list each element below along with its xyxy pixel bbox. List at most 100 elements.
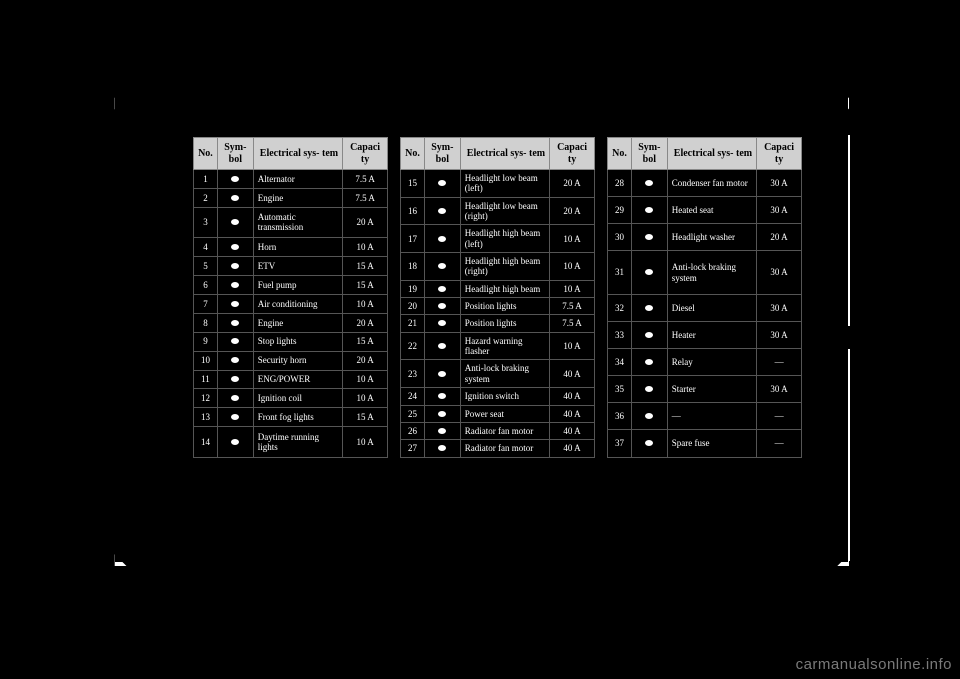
symbol-icon	[231, 357, 239, 363]
cell-capacity: 10 A	[343, 389, 388, 408]
cell-system: Headlight low beam (left)	[460, 170, 549, 198]
cell-no: 18	[401, 253, 425, 281]
cell-capacity: 10 A	[550, 253, 595, 281]
cell-no: 3	[194, 207, 218, 237]
cell-system: Condenser fan motor	[667, 170, 756, 197]
cell-capacity: 40 A	[550, 360, 595, 388]
cell-capacity: —	[757, 348, 802, 375]
cell-capacity: 30 A	[757, 321, 802, 348]
table-row: 33Heater30 A	[608, 321, 802, 348]
symbol-icon	[438, 428, 446, 434]
table-row: 32Diesel30 A	[608, 294, 802, 321]
cell-capacity: 40 A	[550, 405, 595, 422]
cell-capacity: 10 A	[343, 238, 388, 257]
symbol-icon	[438, 371, 446, 377]
th-cap: Capaci ty	[757, 138, 802, 170]
symbol-icon	[438, 263, 446, 269]
table-row: 27Radiator fan motor40 A	[401, 440, 595, 457]
cell-symbol	[217, 188, 253, 207]
symbol-icon	[645, 413, 653, 419]
symbol-icon	[438, 320, 446, 326]
cell-no: 33	[608, 321, 632, 348]
cell-capacity: 30 A	[757, 251, 802, 294]
cell-no: 5	[194, 256, 218, 275]
cell-capacity: 20 A	[550, 197, 595, 225]
symbol-icon	[645, 234, 653, 240]
cell-symbol	[424, 225, 460, 253]
cell-capacity: 15 A	[343, 408, 388, 427]
cell-no: 16	[401, 197, 425, 225]
cell-system: Headlight washer	[667, 224, 756, 251]
cell-no: 13	[194, 408, 218, 427]
symbol-icon	[645, 207, 653, 213]
table-row: 5ETV15 A	[194, 256, 388, 275]
table-row: 2Engine7.5 A	[194, 188, 388, 207]
cell-system: Radiator fan motor	[460, 422, 549, 439]
cell-symbol	[424, 170, 460, 198]
symbol-icon	[231, 301, 239, 307]
cell-no: 31	[608, 251, 632, 294]
cell-system: Ignition coil	[253, 389, 342, 408]
table-row: 28Condenser fan motor30 A	[608, 170, 802, 197]
cell-capacity: —	[757, 430, 802, 457]
cell-symbol	[217, 170, 253, 189]
fuse-table-1: No. Sym- bol Electrical sys- tem Capaci …	[193, 137, 388, 458]
symbol-icon	[231, 282, 239, 288]
cell-symbol	[631, 403, 667, 430]
fuse-table-2: No. Sym- bol Electrical sys- tem Capaci …	[400, 137, 595, 458]
cell-no: 15	[401, 170, 425, 198]
cell-system: —	[667, 403, 756, 430]
symbol-icon	[645, 386, 653, 392]
cell-symbol	[424, 197, 460, 225]
cell-no: 4	[194, 238, 218, 257]
cell-capacity: 10 A	[343, 370, 388, 389]
table-row: 36——	[608, 403, 802, 430]
symbol-icon	[438, 343, 446, 349]
cell-system: Engine	[253, 188, 342, 207]
cell-no: 29	[608, 197, 632, 224]
cell-no: 20	[401, 298, 425, 315]
cell-system: Diesel	[667, 294, 756, 321]
cell-system: Engine	[253, 313, 342, 332]
table-row: 8Engine20 A	[194, 313, 388, 332]
cell-system: Horn	[253, 238, 342, 257]
cell-system: Radiator fan motor	[460, 440, 549, 457]
cell-system: ETV	[253, 256, 342, 275]
cell-system: Hazard warning flasher	[460, 332, 549, 360]
cell-system: Front fog lights	[253, 408, 342, 427]
th-no: No.	[401, 138, 425, 170]
table-row: 37Spare fuse—	[608, 430, 802, 457]
cell-no: 25	[401, 405, 425, 422]
symbol-icon	[231, 195, 239, 201]
cell-symbol	[424, 422, 460, 439]
table-row: 23Anti-lock braking system40 A	[401, 360, 595, 388]
cell-system: Spare fuse	[667, 430, 756, 457]
th-sys: Electrical sys- tem	[253, 138, 342, 170]
cell-system: Alternator	[253, 170, 342, 189]
th-sym: Sym- bol	[631, 138, 667, 170]
symbol-icon	[231, 320, 239, 326]
cell-symbol	[631, 430, 667, 457]
table-row: 17Headlight high beam (left)10 A	[401, 225, 595, 253]
cell-symbol	[631, 294, 667, 321]
cell-symbol	[424, 298, 460, 315]
cell-system: Power seat	[460, 405, 549, 422]
cell-capacity: 40 A	[550, 388, 595, 405]
table-row: 14Daytime running lights10 A	[194, 427, 388, 457]
cell-symbol	[424, 280, 460, 297]
th-sym: Sym- bol	[424, 138, 460, 170]
cell-capacity: 10 A	[343, 427, 388, 457]
cell-system: ENG/POWER	[253, 370, 342, 389]
table-row: 6Fuel pump15 A	[194, 275, 388, 294]
cell-no: 14	[194, 427, 218, 457]
symbol-icon	[231, 338, 239, 344]
th-no: No.	[194, 138, 218, 170]
cell-capacity: 7.5 A	[550, 315, 595, 332]
cell-symbol	[631, 321, 667, 348]
cell-capacity: 15 A	[343, 332, 388, 351]
cell-system: Headlight low beam (right)	[460, 197, 549, 225]
table-row: 35Starter30 A	[608, 376, 802, 403]
symbol-icon	[438, 445, 446, 451]
cell-symbol	[217, 351, 253, 370]
cell-no: 30	[608, 224, 632, 251]
